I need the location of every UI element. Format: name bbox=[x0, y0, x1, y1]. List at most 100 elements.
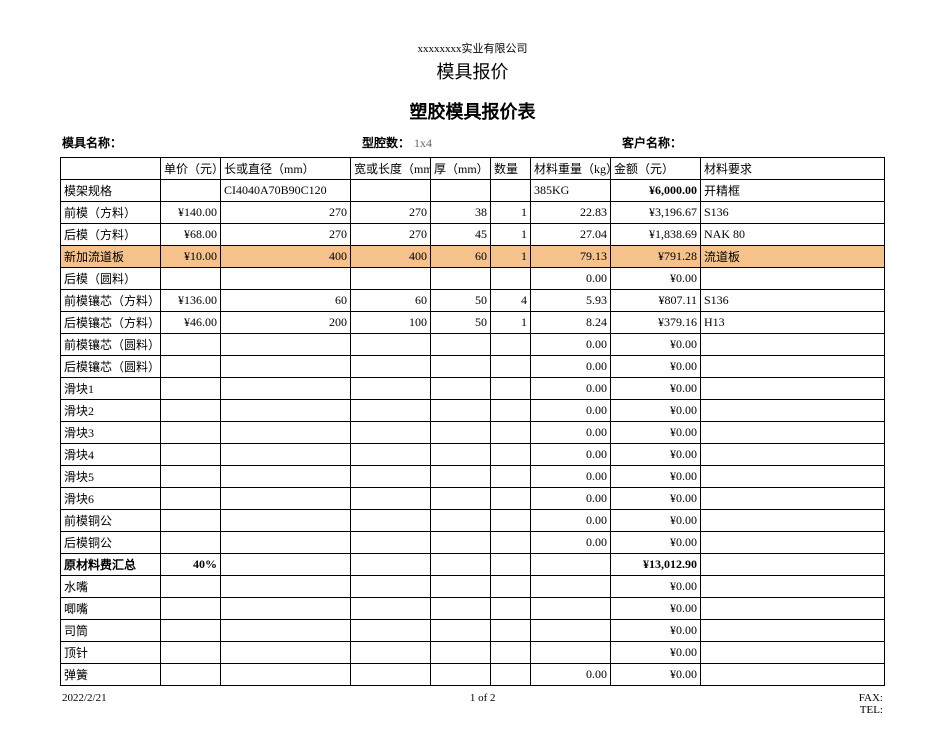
cell-material bbox=[701, 268, 885, 290]
cell-qty: 1 bbox=[491, 202, 531, 224]
cell-thick bbox=[431, 378, 491, 400]
table-row: 后模铜公0.00¥0.00 bbox=[61, 532, 885, 554]
cell-material: 流道板 bbox=[701, 246, 885, 268]
cell-thick bbox=[431, 268, 491, 290]
cell-weight: 27.04 bbox=[531, 224, 611, 246]
footer-contact: FAX: TEL: bbox=[859, 692, 883, 716]
cell-material: S136 bbox=[701, 202, 885, 224]
cell-label: 滑块6 bbox=[61, 488, 161, 510]
hdr-price: 单价（元） bbox=[161, 158, 221, 180]
hdr-length: 长或直径（mm） bbox=[221, 158, 351, 180]
cell-label: 后模镶芯（圆料） bbox=[61, 356, 161, 378]
cell-weight bbox=[531, 576, 611, 598]
cell-qty: 1 bbox=[491, 312, 531, 334]
spec-length: CI4040A70B90C120 bbox=[221, 180, 351, 202]
meta-row: 模具名称： 型腔数：1x4 客户名称： bbox=[60, 134, 885, 151]
table-row: 滑块60.00¥0.00 bbox=[61, 488, 885, 510]
cell-weight: 0.00 bbox=[531, 664, 611, 686]
table-row: 后模（方料）¥68.0027027045127.04¥1,838.69NAK 8… bbox=[61, 224, 885, 246]
cell-thick bbox=[431, 466, 491, 488]
footer-tel: TEL: bbox=[859, 704, 883, 716]
cell-qty: 4 bbox=[491, 290, 531, 312]
cell-amount: ¥0.00 bbox=[611, 510, 701, 532]
cell-label: 水嘴 bbox=[61, 576, 161, 598]
hdr-width: 宽或长度（mm） bbox=[351, 158, 431, 180]
cell-price bbox=[161, 510, 221, 532]
cell-price bbox=[161, 422, 221, 444]
cell-label: 滑块4 bbox=[61, 444, 161, 466]
cell-amount: ¥0.00 bbox=[611, 422, 701, 444]
cell-width: 100 bbox=[351, 312, 431, 334]
table-row: 弹簧0.00¥0.00 bbox=[61, 664, 885, 686]
cell-price bbox=[161, 444, 221, 466]
cell-width bbox=[351, 510, 431, 532]
cell-thick: 50 bbox=[431, 290, 491, 312]
cell-length bbox=[221, 444, 351, 466]
cell-length: 60 bbox=[221, 290, 351, 312]
hdr-blank bbox=[61, 158, 161, 180]
cell-label: 后模镶芯（方料） bbox=[61, 312, 161, 334]
table-row: 顶针¥0.00 bbox=[61, 642, 885, 664]
cell-thick bbox=[431, 444, 491, 466]
spec-price bbox=[161, 180, 221, 202]
cell-qty bbox=[491, 642, 531, 664]
cell-material bbox=[701, 576, 885, 598]
table-row: 前模镶芯（方料）¥136.0060605045.93¥807.11S136 bbox=[61, 290, 885, 312]
cell-length bbox=[221, 400, 351, 422]
cell-width: 400 bbox=[351, 246, 431, 268]
cell-label: 唧嘴 bbox=[61, 598, 161, 620]
cell-width bbox=[351, 268, 431, 290]
cell-price bbox=[161, 642, 221, 664]
hdr-amount: 金额（元） bbox=[611, 158, 701, 180]
table-row: 前模镶芯（圆料）0.00¥0.00 bbox=[61, 334, 885, 356]
spec-row: 模架规格 CI4040A70B90C120 385KG ¥6,000.00 开精… bbox=[61, 180, 885, 202]
meta-cavity-label: 型腔数： bbox=[362, 136, 410, 150]
cell-amount: ¥0.00 bbox=[611, 444, 701, 466]
cell-label: 后模铜公 bbox=[61, 532, 161, 554]
cell-weight: 22.83 bbox=[531, 202, 611, 224]
cell-width bbox=[351, 576, 431, 598]
cell-amount: ¥0.00 bbox=[611, 356, 701, 378]
cell-length bbox=[221, 620, 351, 642]
cell-thick bbox=[431, 510, 491, 532]
cell-label: 滑块2 bbox=[61, 400, 161, 422]
subtotal-blank bbox=[701, 554, 885, 576]
cell-weight: 0.00 bbox=[531, 444, 611, 466]
cell-length bbox=[221, 576, 351, 598]
cell-weight: 79.13 bbox=[531, 246, 611, 268]
cell-price bbox=[161, 268, 221, 290]
cell-material: H13 bbox=[701, 312, 885, 334]
cell-length bbox=[221, 466, 351, 488]
cell-length bbox=[221, 510, 351, 532]
cell-material bbox=[701, 466, 885, 488]
table-row: 后模（圆料）0.00¥0.00 bbox=[61, 268, 885, 290]
cell-weight: 0.00 bbox=[531, 356, 611, 378]
cell-thick bbox=[431, 356, 491, 378]
cell-amount: ¥0.00 bbox=[611, 598, 701, 620]
cell-qty bbox=[491, 598, 531, 620]
cell-qty bbox=[491, 268, 531, 290]
cell-thick: 45 bbox=[431, 224, 491, 246]
table-row: 唧嘴 ¥0.00 bbox=[61, 598, 885, 620]
meta-cavity-value: 1x4 bbox=[414, 136, 432, 150]
cell-weight: 0.00 bbox=[531, 378, 611, 400]
cell-weight: 0.00 bbox=[531, 400, 611, 422]
cell-material bbox=[701, 334, 885, 356]
spec-amount: ¥6,000.00 bbox=[611, 180, 701, 202]
cell-length bbox=[221, 378, 351, 400]
spec-thick bbox=[431, 180, 491, 202]
hdr-qty: 数量 bbox=[491, 158, 531, 180]
subtotal-amount: ¥13,012.90 bbox=[611, 554, 701, 576]
cell-thick bbox=[431, 576, 491, 598]
cell-amount: ¥0.00 bbox=[611, 400, 701, 422]
table-row: 新加流道板¥10.0040040060179.13¥791.28流道板 bbox=[61, 246, 885, 268]
cell-amount: ¥0.00 bbox=[611, 576, 701, 598]
cell-amount: ¥1,838.69 bbox=[611, 224, 701, 246]
cell-qty bbox=[491, 664, 531, 686]
cell-weight: 0.00 bbox=[531, 510, 611, 532]
cell-label: 滑块1 bbox=[61, 378, 161, 400]
cell-price bbox=[161, 620, 221, 642]
subtotal-pct: 40% bbox=[161, 554, 221, 576]
cell-qty bbox=[491, 356, 531, 378]
cell-weight: 0.00 bbox=[531, 532, 611, 554]
